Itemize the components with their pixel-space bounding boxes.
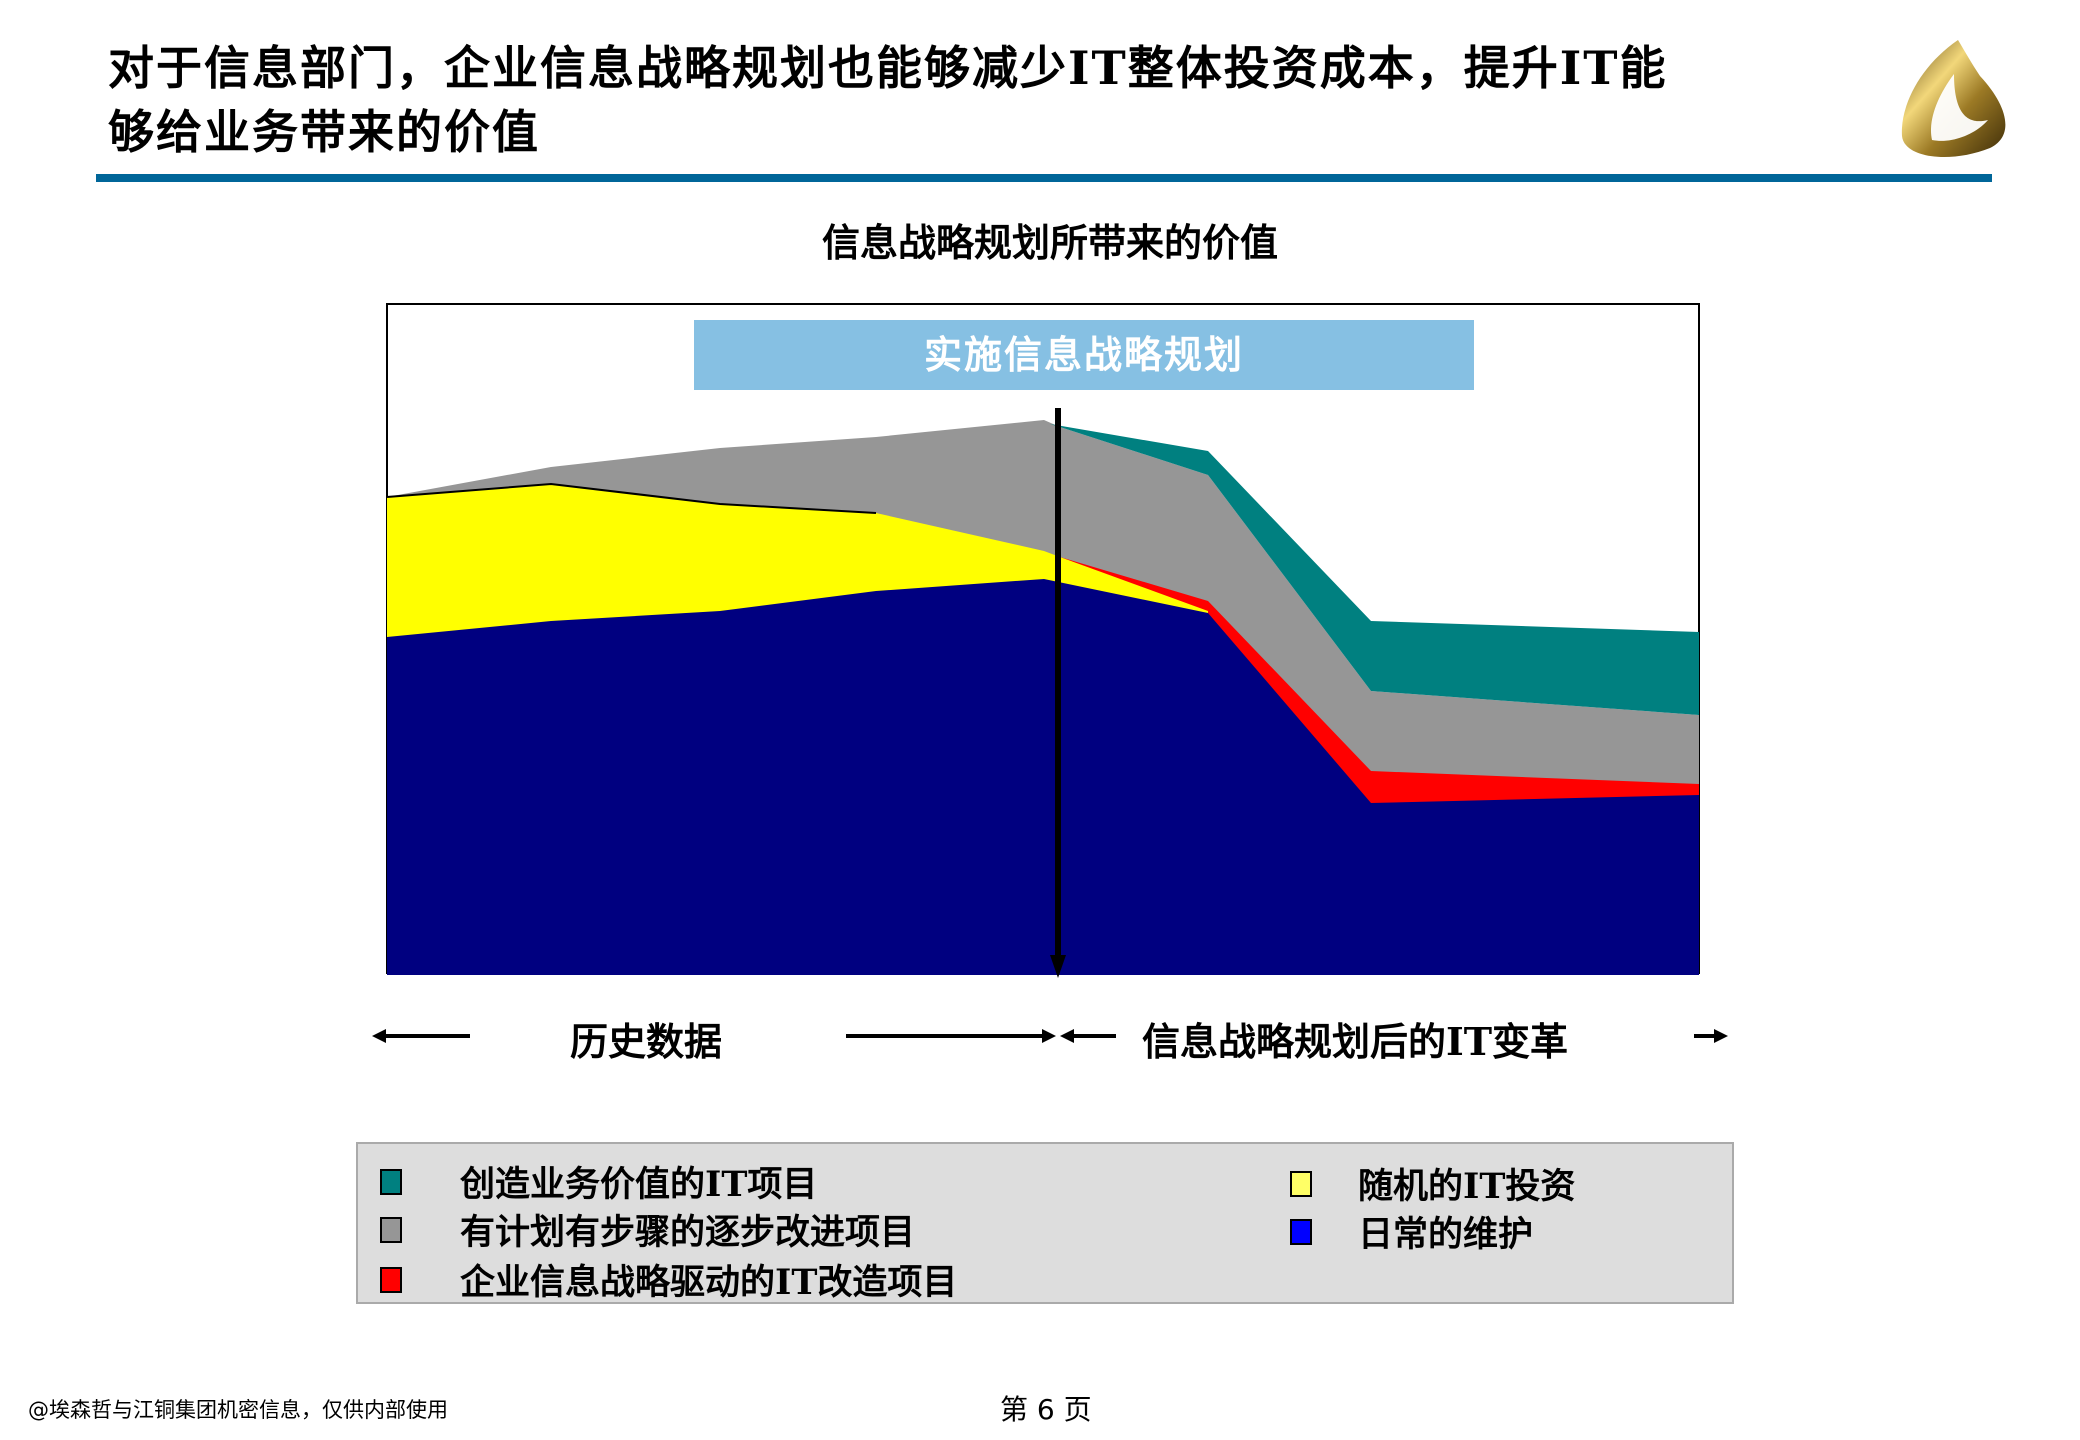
history-label: 历史数据 (570, 1019, 723, 1064)
arrow-left-icon (372, 1029, 386, 1043)
legend-label: 企业信息战略驱动的IT改造项目 (460, 1262, 958, 1303)
gold-ribbon-logo-icon (1901, 40, 2006, 158)
arrow-down-icon (1050, 955, 1066, 978)
chart-legend: 创造业务价值的IT项目 有计划有步骤的逐步改进项目 企业信息战略驱动的IT改造项… (356, 1142, 1734, 1304)
area-business-value-projects (1050, 424, 1699, 715)
title-line-1: 对于信息部门，企业信息战略规划也能够减少IT整体投资成本，提升IT能 (108, 41, 1668, 95)
title-line-2: 够给业务带来的价值 (108, 105, 540, 159)
legend-item: 日常的维护 (1290, 1206, 1533, 1257)
area-daily-maintenance (387, 579, 1699, 975)
legend-item: 有计划有步骤的逐步改进项目 (380, 1204, 915, 1255)
legend-swatch-blue (1290, 1218, 1312, 1245)
arrow-right-icon (1042, 1029, 1056, 1043)
title-divider (96, 174, 1992, 182)
legend-swatch-teal (380, 1168, 402, 1195)
legend-swatch-gray (380, 1216, 402, 1243)
confidentiality-notice: @埃森哲与江铜集团机密信息，仅供内部使用 (28, 1398, 448, 1422)
page-title: 对于信息部门，企业信息战略规划也能够减少IT整体投资成本，提升IT能 够给业务带… (108, 36, 1868, 164)
legend-item: 创造业务价值的IT项目 (380, 1156, 817, 1207)
legend-item: 企业信息战略驱动的IT改造项目 (380, 1254, 957, 1305)
legend-label: 日常的维护 (1358, 1214, 1534, 1255)
legend-swatch-yellow (1290, 1170, 1312, 1197)
after-strategy-label: 信息战略规划后的IT变革 (1142, 1019, 1569, 1064)
legend-item: 随机的IT投资 (1290, 1158, 1575, 1209)
chart-title: 信息战略规划所带来的价值 (821, 220, 1278, 265)
legend-label: 创造业务价值的IT项目 (460, 1164, 818, 1205)
legend-label: 有计划有步骤的逐步改进项目 (460, 1212, 916, 1253)
arrow-right-icon (1714, 1029, 1728, 1043)
arrow-left-icon (1060, 1029, 1074, 1043)
strategy-banner: 实施信息战略规划 (694, 320, 1474, 390)
legend-swatch-red (380, 1266, 402, 1293)
legend-label: 随机的IT投资 (1358, 1166, 1576, 1207)
page-number: 第 6 页 (1000, 1393, 1092, 1426)
